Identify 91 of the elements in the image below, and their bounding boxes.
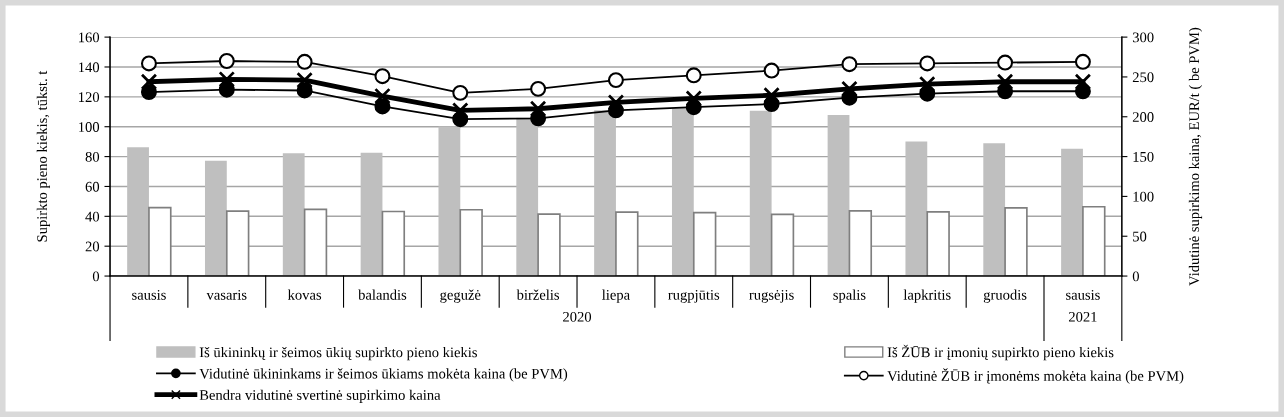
point [140, 55, 157, 72]
bar [983, 143, 1006, 277]
y2-axis-title: Vidutinė supirkimo kaina, EUR/t ( be PVM) [1188, 27, 1203, 286]
x-tick-label: sausis [132, 289, 166, 300]
bar [438, 126, 461, 277]
point [374, 68, 391, 85]
point [607, 72, 624, 89]
bar [148, 206, 172, 277]
point [530, 80, 547, 97]
point [452, 84, 469, 101]
point [218, 70, 236, 88]
point [918, 75, 936, 93]
legend-label: Bendra vidutinė svertinė supirkimo kaina [199, 389, 441, 403]
y-tick-label: 40 [85, 211, 100, 222]
y-tick-label: 120 [79, 92, 100, 103]
bar [905, 141, 928, 277]
y2-tick-label: 0 [1132, 271, 1139, 282]
bar [282, 153, 305, 277]
point [919, 55, 936, 72]
bar [615, 211, 639, 277]
bar [749, 110, 772, 277]
point [140, 84, 157, 101]
x-tick-label: sausis [1066, 289, 1100, 300]
x-tick-label: rugpjūtis [668, 289, 720, 303]
point [1074, 73, 1092, 91]
point [529, 100, 547, 118]
bar [848, 210, 873, 277]
x-tick-label: birželis [516, 289, 560, 300]
x-tick-label: balandis [358, 289, 407, 300]
y-tick-label: 160 [79, 32, 100, 43]
point [763, 62, 780, 79]
y2-tick-label: 250 [1132, 72, 1154, 83]
point [997, 54, 1014, 71]
x-tick-label: gegužė [440, 289, 481, 303]
bar [671, 108, 694, 277]
point [140, 73, 158, 91]
bar [1082, 205, 1106, 277]
legend-label: Vidutinė ŽŪB ir įmonėms mokėta kaina (be PVM) [887, 368, 1184, 384]
point [841, 80, 858, 98]
y-tick-label: 0 [92, 271, 100, 282]
bar [537, 213, 561, 277]
bar [827, 114, 850, 277]
x-tick-label: rugsėjis [749, 289, 794, 303]
y2-tick-label: 150 [1133, 151, 1154, 162]
legend-label: Vidutinė ūkininkams ir šeimos ūkiams mokėta kaina (be PVM) [199, 368, 568, 382]
text: 2020 [563, 311, 592, 322]
y-tick-label: 20 [85, 241, 100, 252]
bar [225, 210, 250, 277]
x-tick-label: gruodis [983, 289, 1027, 303]
bar [127, 147, 149, 277]
x-tick-label: liepa [602, 289, 630, 303]
y-axis-title: Supirkto pieno kiekis, tūkst. t [36, 70, 50, 242]
bar [594, 110, 616, 277]
y2-tick-label: 200 [1132, 112, 1154, 122]
point [296, 71, 313, 89]
bar [303, 208, 328, 277]
bar [381, 210, 406, 277]
bar [926, 211, 950, 277]
point [1074, 53, 1091, 70]
y-tick-label: 140 [79, 62, 100, 73]
y-tick-label: 60 [85, 181, 100, 192]
point [607, 94, 625, 111]
bar [516, 117, 539, 277]
x-tick-label: spalis [833, 289, 866, 303]
text: 2021 [1068, 311, 1097, 322]
x-tick-label: lapkritis [903, 289, 951, 303]
bar [1061, 148, 1083, 277]
point [763, 86, 780, 104]
y2-tick-label: 100 [1133, 191, 1154, 202]
point [451, 102, 469, 119]
point [296, 53, 313, 70]
bar [692, 211, 717, 277]
point [218, 53, 235, 69]
point [685, 90, 703, 107]
point [374, 87, 391, 105]
x-tick-label: kovas [287, 289, 322, 300]
y-tick-label: 80 [85, 151, 100, 162]
legend-label: Iš ūkininkų ir šeimos ūkių supirkto pieno kiekis [199, 346, 477, 361]
bar [204, 160, 227, 277]
legend-label: Iš ŽŪB ir įmonių supirkto pieno kiekis [887, 344, 1114, 361]
point [685, 67, 702, 84]
y-tick-label: 100 [79, 122, 100, 132]
point [996, 73, 1014, 91]
bar [770, 213, 795, 277]
bar [459, 208, 483, 277]
point [841, 56, 858, 73]
bar [360, 152, 383, 277]
y2-tick-label: 300 [1132, 32, 1154, 43]
x-tick-label: vasaris [206, 289, 247, 300]
bar [1004, 207, 1028, 277]
y2-tick-label: 50 [1133, 231, 1147, 242]
